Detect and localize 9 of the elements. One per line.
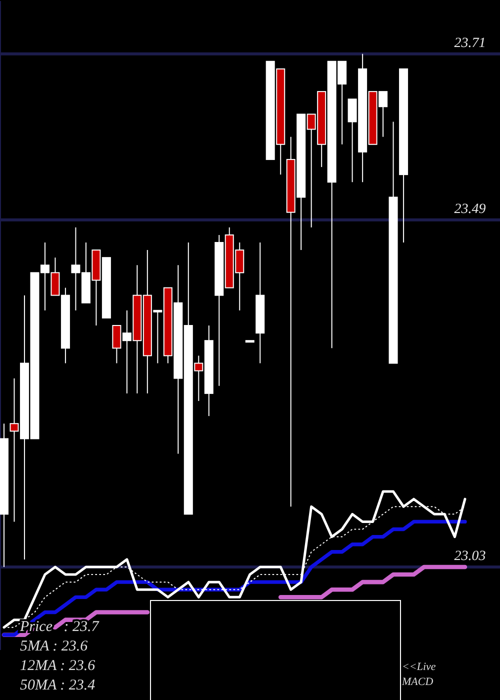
text: 12MA : 23.6: [20, 658, 96, 674]
y-tick-label: 23.03: [454, 548, 486, 564]
text: 50MA : 23.4: [20, 678, 96, 694]
text: <<Live: [402, 661, 436, 673]
text: MACD: [401, 676, 434, 688]
annotation: Price : 23.7: [19, 619, 100, 635]
y-tick-label: 23.71: [454, 36, 486, 51]
y-tick-label: 23.49: [454, 202, 486, 217]
annotation: 5MA : 23.6: [20, 638, 88, 654]
